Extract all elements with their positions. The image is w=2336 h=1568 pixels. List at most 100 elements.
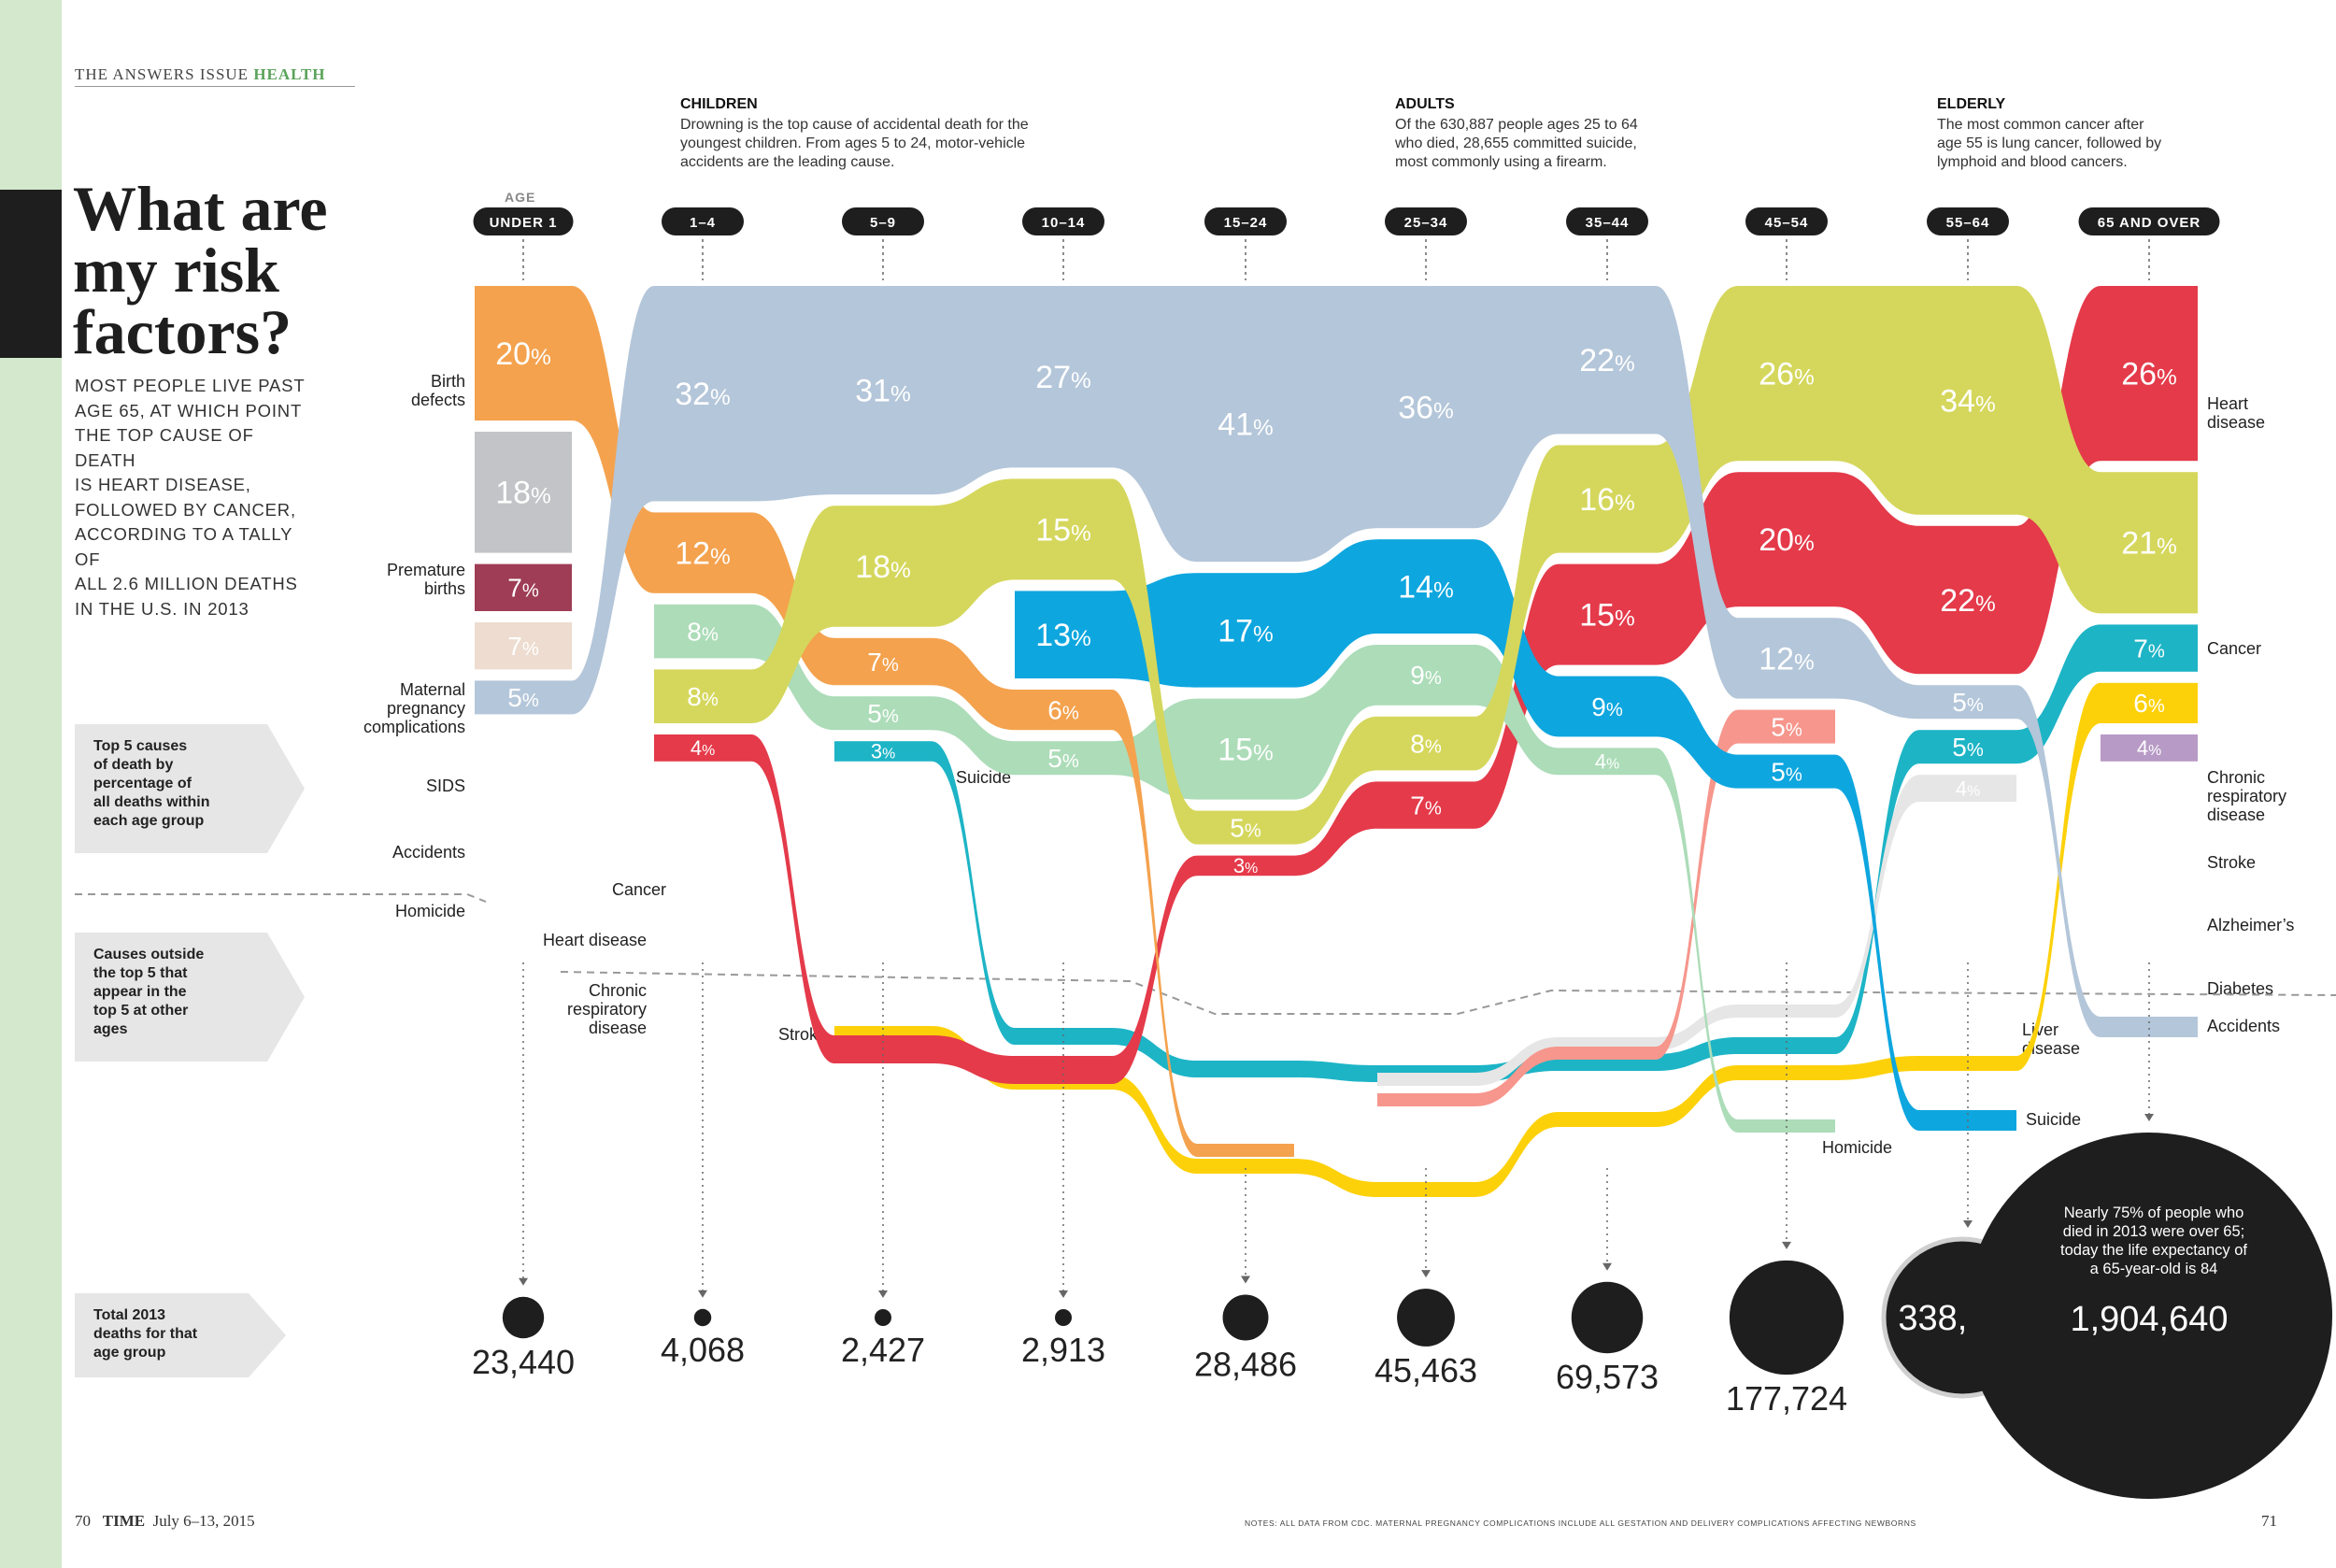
- flow-cancer-1: [751, 506, 834, 723]
- age-label-4: 15–24: [1224, 215, 1268, 231]
- total-value-3: 2,913: [1021, 1331, 1105, 1369]
- bar-heart-4: [1197, 855, 1294, 877]
- label-homicide-left: Homicide: [394, 902, 465, 920]
- bar-premature-0: [475, 432, 572, 553]
- label-diabetes-right: Diabetes: [2207, 979, 2274, 998]
- bar-stroke-8: [1919, 1056, 2016, 1071]
- total-value-9: 1,904,640: [2070, 1300, 2228, 1339]
- label-maternal: Maternal pregnancy complications: [363, 680, 465, 736]
- age-pill-5: [1385, 207, 1467, 235]
- flow-accidents-7: [1835, 618, 1919, 720]
- bar-accidents-0: [475, 680, 572, 715]
- flow-stroke-5: [1474, 1112, 1559, 1197]
- flow-stroke-7: [1835, 1056, 1919, 1080]
- totals-caption: Nearly 75% of people who died in 2013 wer…: [2060, 1205, 2247, 1277]
- bar-cancer-5: [1377, 716, 1474, 771]
- flow-homicide-2: [932, 696, 1015, 776]
- label-sids: SIDS: [425, 777, 465, 795]
- flow-birth_defects-2: [932, 637, 1015, 731]
- flow-accidents-2: [932, 286, 1015, 495]
- bar-accidents-1: [654, 286, 751, 502]
- flow-chronic-6: [1656, 1037, 1738, 1071]
- bar-alzheimers-9: [2101, 734, 2198, 762]
- bar-chronic-8: [1919, 730, 2016, 764]
- bar-chronic-4: [1197, 1061, 1294, 1077]
- bar-sids-0: [475, 622, 572, 670]
- flow-heart-7: [1835, 472, 1919, 675]
- flow-chronic-2: [932, 741, 1015, 1045]
- bar-homicide-5: [1377, 645, 1474, 706]
- bar-liver-7: [1738, 709, 1835, 744]
- bar-chronic-7: [1738, 1037, 1835, 1054]
- total-bubble-9: [1966, 1133, 2332, 1499]
- total-bubble-3: [1055, 1309, 1072, 1326]
- age-label-8: 55–64: [1946, 215, 1990, 231]
- label-accidents-left: Accidents: [392, 843, 465, 862]
- total-arrow-3: [1059, 1290, 1068, 1298]
- flow-stroke-3: [1112, 1075, 1197, 1174]
- kicker: THE ANSWERS ISSUE HEALTH: [75, 65, 326, 83]
- zone-divider-right: [560, 971, 2336, 1015]
- age-pill-3: [1022, 207, 1104, 235]
- bar-suicide-5: [1377, 539, 1474, 634]
- flow-heart-5: [1474, 563, 1559, 829]
- bar-accidents-8: [1919, 685, 2016, 720]
- bar-homicide-4: [1197, 698, 1294, 800]
- bar-homicide-3: [1015, 741, 1112, 776]
- flow-cancer-2: [932, 478, 1015, 627]
- footer-right-folio: 71: [2261, 1512, 2277, 1530]
- total-value-4: 28,486: [1194, 1345, 1297, 1383]
- bar-stroke-9: [2101, 682, 2198, 723]
- total-arrow-8: [1963, 1220, 1973, 1228]
- x-axis-title: AGE: [505, 190, 536, 205]
- flow-suicide-4: [1294, 539, 1377, 688]
- bar-accidents-5: [1377, 286, 1474, 529]
- label-cancer-left: Cancer: [612, 880, 667, 899]
- footer-notes: NOTES: ALL DATA FROM CDC. MATERNAL PREGN…: [1245, 1518, 1916, 1528]
- black-section-tab: [0, 190, 62, 358]
- total-arrow-6: [1602, 1262, 1612, 1271]
- flow-cancer-4: [1294, 716, 1377, 845]
- total-bubble-6: [1571, 1281, 1644, 1354]
- age-pill-8: [1927, 207, 2009, 235]
- total-value-5: 45,463: [1375, 1351, 1477, 1390]
- total-value-2: 2,427: [841, 1331, 925, 1369]
- flow-chronic-4: [1294, 1061, 1377, 1082]
- age-label-3: 10–14: [1042, 215, 1086, 231]
- bar-heart-5: [1377, 781, 1474, 829]
- bar-stroke-6: [1559, 1112, 1656, 1127]
- total-arrow-5: [1421, 1270, 1431, 1278]
- flow-homicide-6: [1656, 748, 1738, 1133]
- label-chronic-right: Chronic respiratory disease: [2207, 768, 2287, 824]
- bar-heart-7: [1738, 472, 1835, 607]
- age-pill-2: [842, 207, 924, 235]
- total-arrow-2: [878, 1290, 888, 1298]
- bar-suicide-6: [1559, 676, 1656, 737]
- bar-diabetes-8: [1919, 775, 2016, 802]
- flow-heart-3: [1112, 855, 1197, 1084]
- pct-cancer-2: 18%: [855, 549, 911, 585]
- pct-cancer-9: 21%: [2121, 526, 2177, 562]
- flow-cancer-7: [1835, 286, 1919, 515]
- bar-birth_defects-0: [475, 286, 572, 421]
- bar-heart-3: [1015, 1056, 1112, 1084]
- bar-suicide-4: [1197, 573, 1294, 688]
- age-pill-1: [662, 207, 744, 235]
- bar-birth_defects-3: [1015, 690, 1112, 731]
- bar-heart-1: [654, 734, 751, 762]
- flow-heart-2: [932, 1035, 1015, 1084]
- flow-accidents-6: [1656, 286, 1738, 699]
- age-pill-0: [473, 207, 574, 235]
- flow-cancer-8: [2016, 286, 2101, 614]
- label-birth-defects: Birth defects: [410, 372, 465, 409]
- flow-heart-4: [1294, 781, 1377, 877]
- callout-totals: Total 2013 deaths for that age group: [75, 1293, 286, 1377]
- flow-cancer-3: [1112, 478, 1197, 845]
- flow-liver-5: [1474, 1047, 1559, 1106]
- total-arrow-7: [1782, 1241, 1791, 1249]
- flow-stroke-4: [1294, 1159, 1377, 1197]
- age-label-7: 45–54: [1765, 215, 1809, 231]
- age-label-6: 35–44: [1586, 215, 1630, 231]
- bar-cancer-4: [1197, 810, 1294, 845]
- label-heart-left: Heart disease: [542, 931, 647, 949]
